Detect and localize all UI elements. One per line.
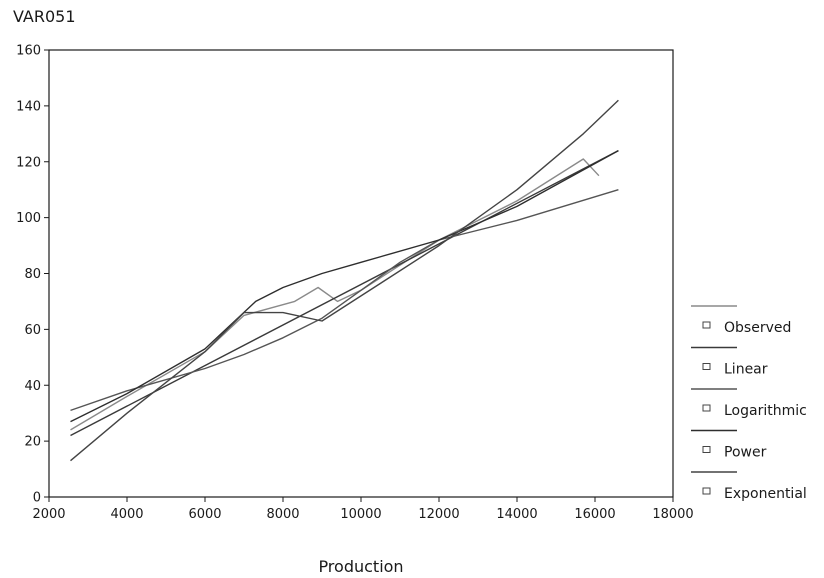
x-tick-label: 12000 [418, 507, 459, 522]
x-axis-title: Production [318, 557, 403, 576]
series-line-observed [70, 158, 600, 431]
x-tick-label: 2000 [32, 507, 65, 522]
legend-label-linear: Linear [724, 362, 768, 378]
y-tick-label: 80 [24, 267, 41, 282]
legend-marker-power [702, 446, 711, 453]
x-tick-label: 8000 [266, 507, 299, 522]
y-tick-label: 120 [16, 155, 41, 170]
plot-area [70, 99, 619, 462]
legend-marker-exponential [702, 487, 711, 495]
legend-label-logarithmic: Logarithmic [724, 403, 807, 419]
y-tick-label: 100 [16, 211, 41, 226]
series-line-power [70, 149, 619, 423]
y-tick-label: 160 [16, 44, 41, 59]
legend: Observed Linear Logarithmic Power Exponentia… [691, 305, 807, 502]
y-tick-label: 60 [24, 323, 41, 338]
series-line-logarithmic [70, 189, 619, 412]
legend-label-exponential: Exponential [724, 486, 807, 502]
series-line-exponential [70, 99, 619, 462]
legend-label-power: Power [724, 445, 767, 461]
x-axis: 2000 4000 6000 8000 10000 12000 14000 16000 1800… [32, 497, 694, 522]
y-axis-title: VAR051 [13, 7, 76, 26]
y-tick-label: 0 [33, 491, 41, 506]
x-tick-label: 18000 [652, 507, 693, 522]
axes [48, 49, 674, 498]
x-tick-label: 6000 [188, 507, 221, 522]
plot-frame [48, 49, 674, 498]
legend-marker-observed [702, 321, 711, 329]
y-tick-label: 140 [16, 99, 41, 114]
x-tick-label: 10000 [340, 507, 381, 522]
legend-marker-logarithmic [702, 404, 711, 412]
legend-marker-linear [702, 363, 711, 370]
x-tick-label: 4000 [110, 507, 143, 522]
legend-label-observed: Observed [724, 320, 791, 336]
x-tick-label: 14000 [496, 507, 537, 522]
series-line-linear [70, 149, 619, 437]
y-tick-label: 40 [24, 379, 41, 394]
y-tick-label: 20 [24, 435, 41, 450]
x-tick-label: 16000 [574, 507, 615, 522]
y-axis: 0 20 40 60 80 100 120 140 160 [16, 44, 49, 506]
